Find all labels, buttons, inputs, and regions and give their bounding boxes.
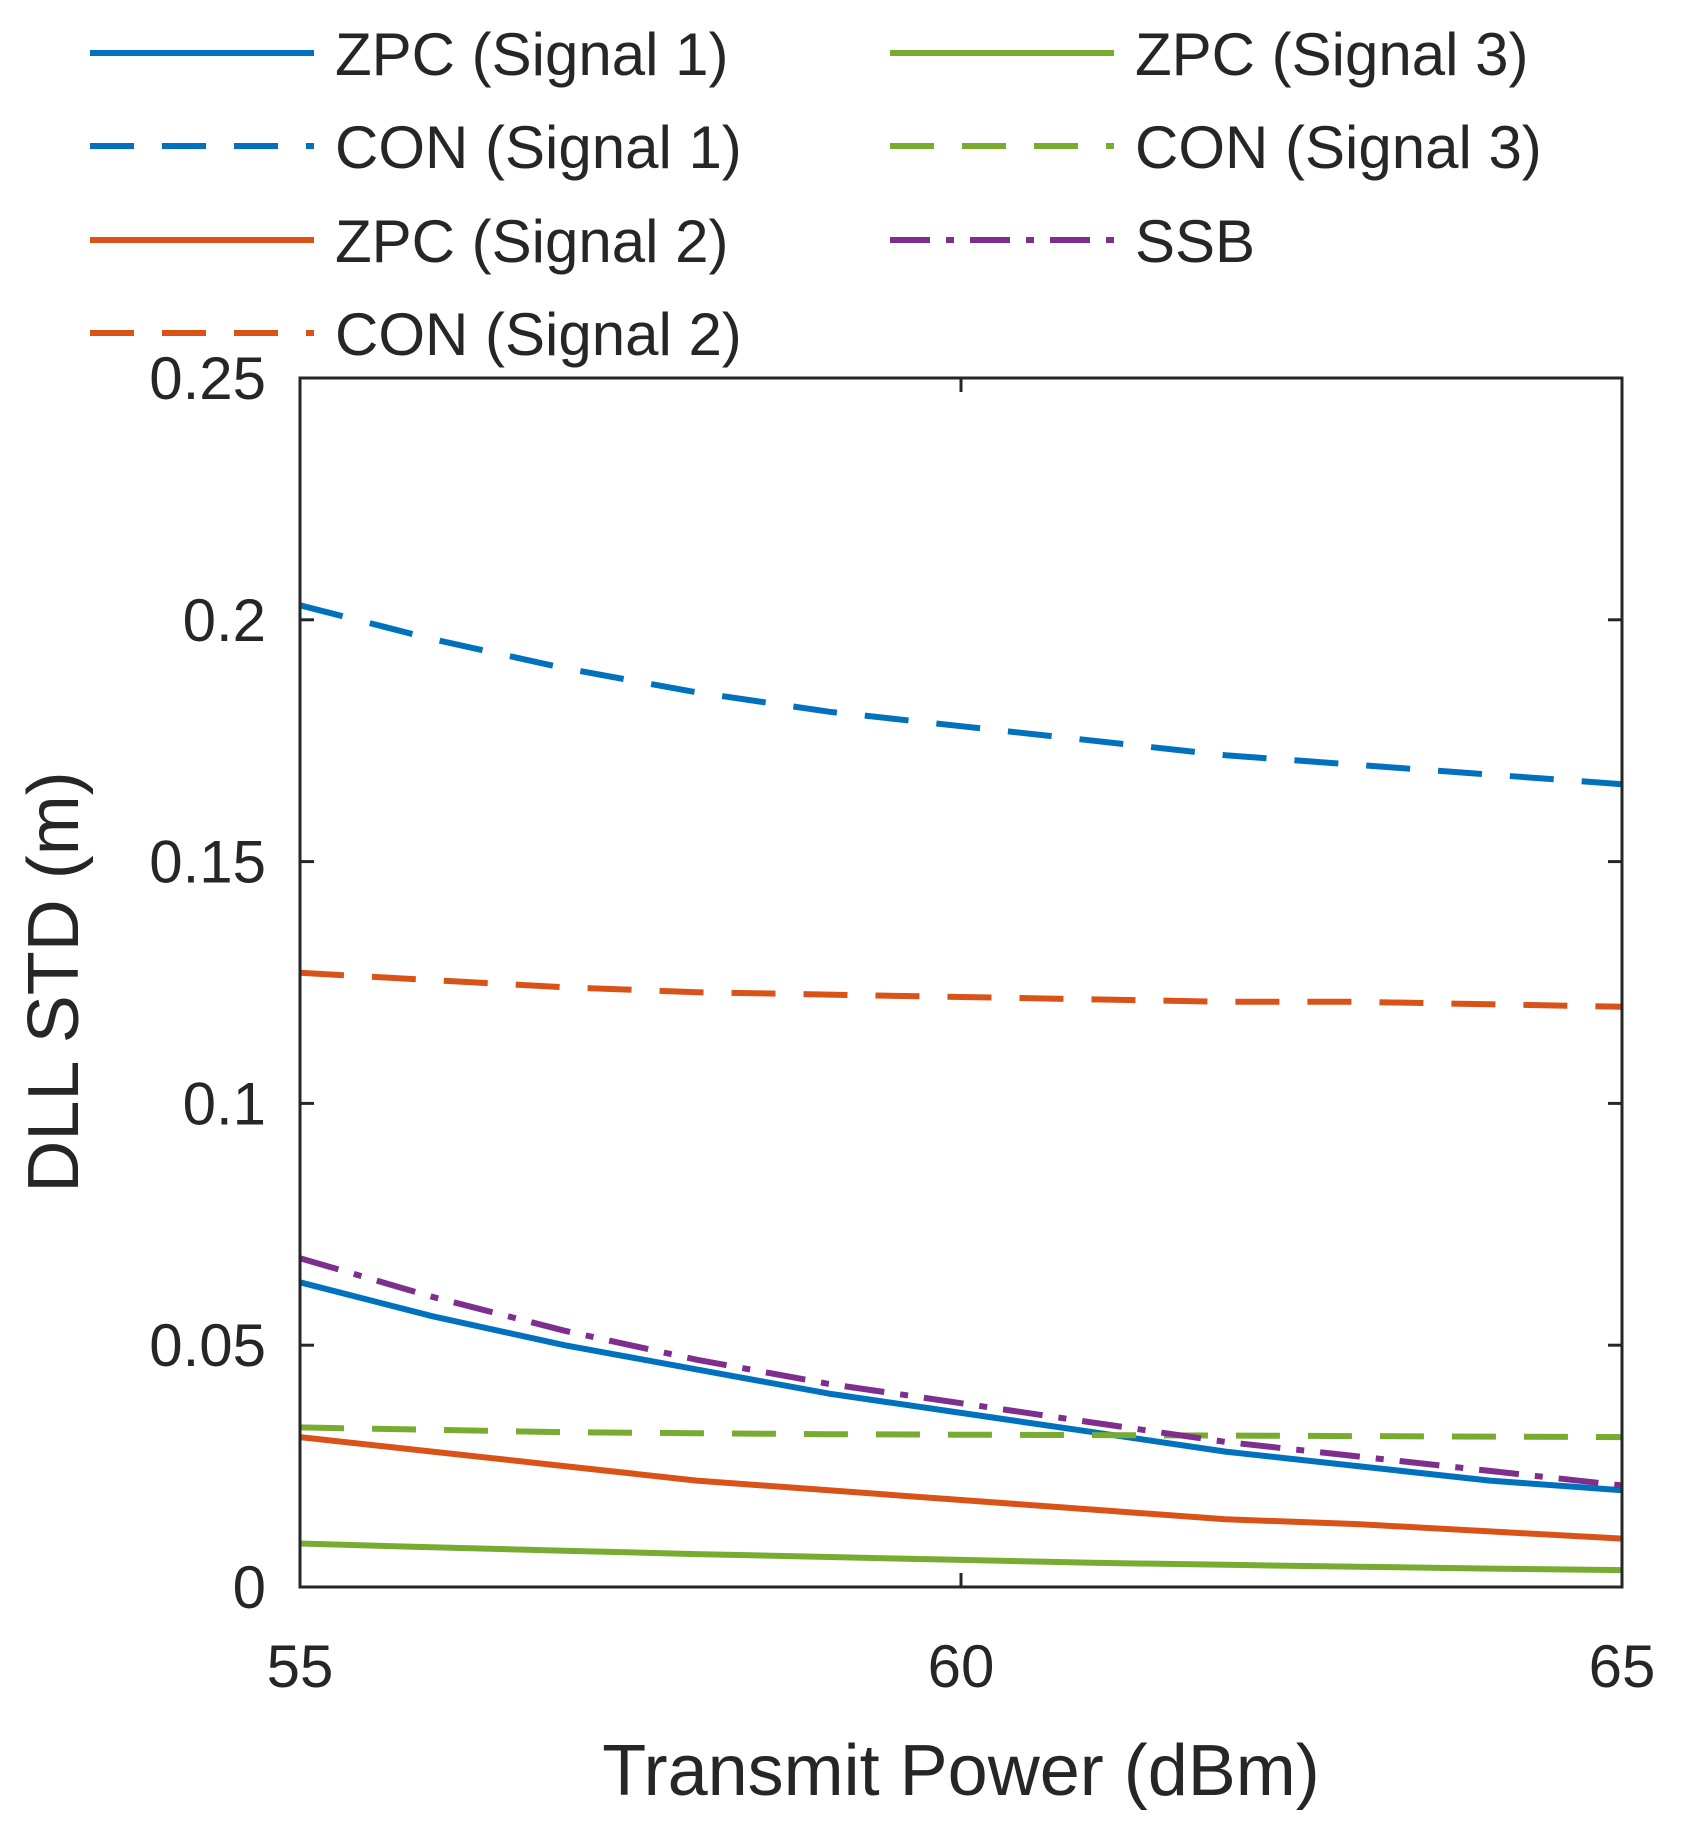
- x-tick-label: 60: [928, 1633, 995, 1700]
- legend-label: ZPC (Signal 1): [335, 21, 728, 88]
- y-axis-label: DLL STD (m): [14, 771, 94, 1192]
- x-tick-label: 65: [1589, 1633, 1656, 1700]
- y-tick-label: 0: [233, 1554, 266, 1621]
- y-tick-label: 0.05: [149, 1312, 266, 1379]
- legend-label: SSB: [1135, 208, 1255, 275]
- y-tick-label: 0.15: [149, 829, 266, 896]
- legend-label: ZPC (Signal 2): [335, 208, 728, 275]
- ticks-layer: 55 60 65 0 0.05 0.1 0.15 0.2 0.25: [149, 345, 1655, 1700]
- series-line-1: [299, 1279, 1623, 1494]
- legend-label: CON (Signal 2): [335, 301, 742, 368]
- legend-label: ZPC (Signal 3): [1135, 21, 1528, 88]
- series-line-7: [299, 1255, 1623, 1489]
- series-line-4: [299, 969, 1623, 1010]
- legend: ZPC (Signal 1) CON (Signal 1) ZPC (Signal …: [90, 21, 1542, 368]
- x-axis-label: Transmit Power (dBm): [602, 1731, 1319, 1811]
- x-tick-label: 55: [267, 1633, 334, 1700]
- series-layer: [299, 602, 1623, 1574]
- y-tick-label: 0.1: [183, 1070, 266, 1137]
- y-tick-label: 0.25: [149, 345, 266, 412]
- series-line-5: [299, 1540, 1623, 1574]
- series-line-2: [299, 602, 1623, 788]
- legend-label: CON (Signal 3): [1135, 114, 1542, 181]
- series-line-3: [299, 1434, 1623, 1542]
- series-line-6: [299, 1424, 1623, 1441]
- legend-label: CON (Signal 1): [335, 114, 742, 181]
- y-tick-label: 0.2: [183, 587, 266, 654]
